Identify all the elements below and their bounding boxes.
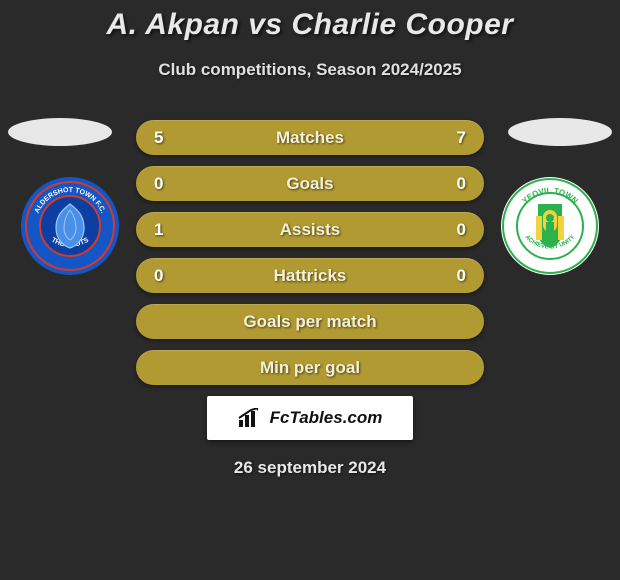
main-area: ALDERSHOT TOWN F.C. THE SHOTS YEOVIL TOW… (0, 120, 620, 478)
stat-row-assists: 1 Assists 0 (136, 212, 484, 247)
stat-value-right: 0 (446, 266, 466, 286)
stat-label: Goals per match (243, 312, 376, 332)
watermark: FcTables.com (207, 396, 413, 440)
stat-value-left: 5 (154, 128, 174, 148)
stat-label: Assists (280, 220, 340, 240)
club-badge-right: YEOVIL TOWN ACHIEVE BY UNITY (500, 176, 600, 276)
stat-label: Goals (286, 174, 333, 194)
stat-row-matches: 5 Matches 7 (136, 120, 484, 155)
date: 26 september 2024 (0, 458, 620, 478)
stat-value-right: 0 (446, 174, 466, 194)
stat-value-left: 0 (154, 174, 174, 194)
stat-value-left: 0 (154, 266, 174, 286)
player-shadow-left (8, 118, 112, 146)
club-badge-left: ALDERSHOT TOWN F.C. THE SHOTS (20, 176, 120, 276)
page-title: A. Akpan vs Charlie Cooper (0, 8, 620, 42)
comparison-card: A. Akpan vs Charlie Cooper Club competit… (0, 0, 620, 478)
stat-label: Min per goal (260, 358, 360, 378)
stat-value-left: 1 (154, 220, 174, 240)
watermark-text: FcTables.com (270, 408, 383, 428)
stat-row-hattricks: 0 Hattricks 0 (136, 258, 484, 293)
stat-value-right: 7 (446, 128, 466, 148)
yeovil-badge-icon: YEOVIL TOWN ACHIEVE BY UNITY (500, 176, 600, 276)
stat-value-right: 0 (446, 220, 466, 240)
stat-row-goals: 0 Goals 0 (136, 166, 484, 201)
fctables-logo-icon (238, 408, 264, 428)
player-shadow-right (508, 118, 612, 146)
stat-row-goals-per-match: Goals per match (136, 304, 484, 339)
subtitle: Club competitions, Season 2024/2025 (0, 60, 620, 80)
stat-label: Hattricks (274, 266, 347, 286)
stats-list: 5 Matches 7 0 Goals 0 1 Assists 0 0 Hatt… (136, 120, 484, 385)
aldershot-badge-icon: ALDERSHOT TOWN F.C. THE SHOTS (20, 176, 120, 276)
stat-row-min-per-goal: Min per goal (136, 350, 484, 385)
stat-label: Matches (276, 128, 344, 148)
